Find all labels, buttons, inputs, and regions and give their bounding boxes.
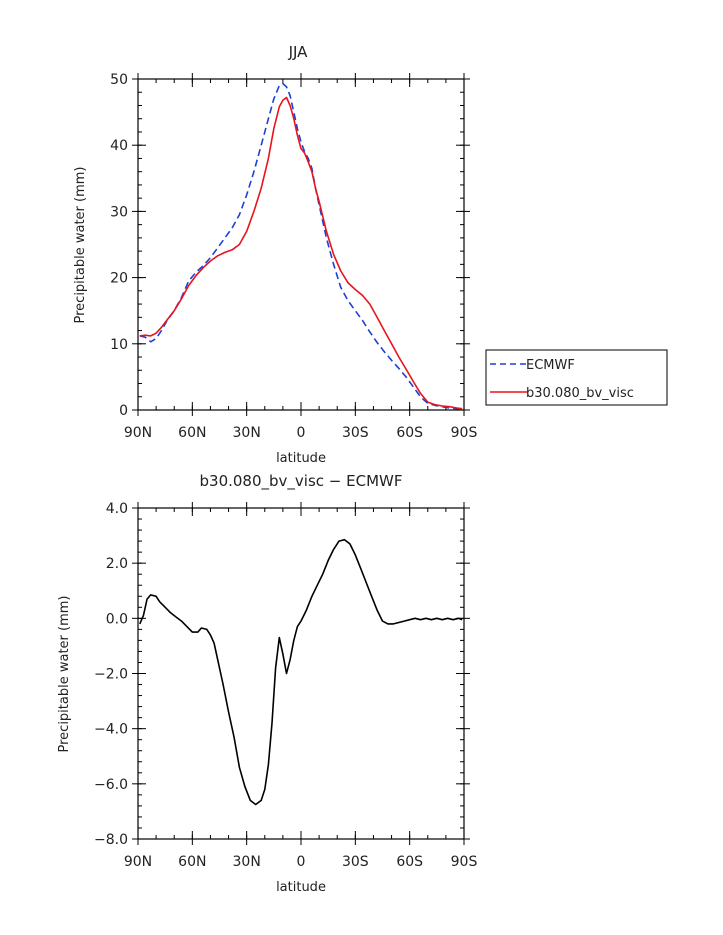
top-series-line-1 (139, 96, 463, 410)
top-chart-title: JJA (288, 43, 309, 61)
bottom-x-tick-labels: 90N 60N 30N 0 30S 60S 90S (124, 854, 478, 870)
bottom-x-axis-label: latitude (276, 880, 326, 895)
bottom-series-lines (139, 538, 463, 806)
top-y-tick-label: 40 (110, 138, 128, 154)
top-x-tick-label: 60N (178, 425, 206, 441)
top-series-lines (139, 82, 463, 411)
top-x-tick-labels: 90N 60N 30N 0 30S 60S 90S (124, 425, 478, 441)
top-x-tick-label: 0 (297, 425, 306, 441)
bottom-y-tick-label: 0.0 (106, 611, 128, 627)
top-x-tick-label: 90N (124, 425, 152, 441)
bottom-y-tick-label: 2.0 (106, 556, 128, 572)
top-y-tick-label: 0 (119, 403, 128, 419)
top-y-tick-label: 10 (110, 337, 128, 353)
top-plot-frame (137, 78, 465, 411)
bottom-plot-frame (137, 507, 465, 840)
top-x-tick-label: 30S (342, 425, 369, 441)
top-panel: JJA 0 10 20 30 40 50 90N 60N 30N 0 30S 60S 90S Prec… (73, 43, 477, 466)
legend-label-ecmwf: ECMWF (526, 358, 575, 373)
top-x-axis-label: latitude (276, 451, 326, 466)
top-y-tick-label: 30 (110, 204, 128, 220)
bottom-x-tick-label: 90S (451, 854, 478, 870)
bottom-y-tick-label: −2.0 (94, 667, 128, 683)
legend-box (485, 349, 668, 406)
legend-label-model: b30.080_bv_visc (526, 386, 634, 401)
top-y-tick-labels: 0 10 20 30 40 50 (110, 72, 128, 419)
bottom-y-axis-label: Precipitable water (mm) (57, 596, 72, 753)
bottom-x-tick-label: 30N (233, 854, 261, 870)
bottom-x-tick-label: 60S (396, 854, 423, 870)
top-y-tick-label: 50 (110, 72, 128, 88)
top-axis-ticks (132, 73, 470, 416)
top-y-tick-label: 20 (110, 271, 128, 287)
bottom-x-tick-label: 60N (178, 854, 206, 870)
bottom-panel: b30.080_bv_visc − ECMWF 4.0 2.0 0.0 −2.0 −4.… (57, 472, 477, 895)
bottom-y-tick-labels: 4.0 2.0 0.0 −2.0 −4.0 −6.0 −8.0 (94, 501, 128, 848)
top-series-line-0 (139, 82, 463, 411)
bottom-y-tick-label: −8.0 (94, 832, 128, 848)
bottom-chart-title: b30.080_bv_visc − ECMWF (200, 472, 403, 491)
bottom-x-tick-label: 30S (342, 854, 369, 870)
bottom-y-tick-label: −4.0 (94, 722, 128, 738)
bottom-axis-ticks (132, 502, 470, 845)
bottom-y-tick-label: 4.0 (106, 501, 128, 517)
bottom-series-line-0 (139, 538, 463, 806)
top-x-tick-label: 90S (451, 425, 478, 441)
bottom-x-tick-label: 0 (297, 854, 306, 870)
top-y-axis-label: Precipitable water (mm) (73, 167, 88, 324)
top-x-tick-label: 60S (396, 425, 423, 441)
bottom-x-tick-label: 90N (124, 854, 152, 870)
bottom-y-tick-label: −6.0 (94, 777, 128, 793)
legend: ECMWF b30.080_bv_visc (485, 349, 668, 406)
top-x-tick-label: 30N (233, 425, 261, 441)
